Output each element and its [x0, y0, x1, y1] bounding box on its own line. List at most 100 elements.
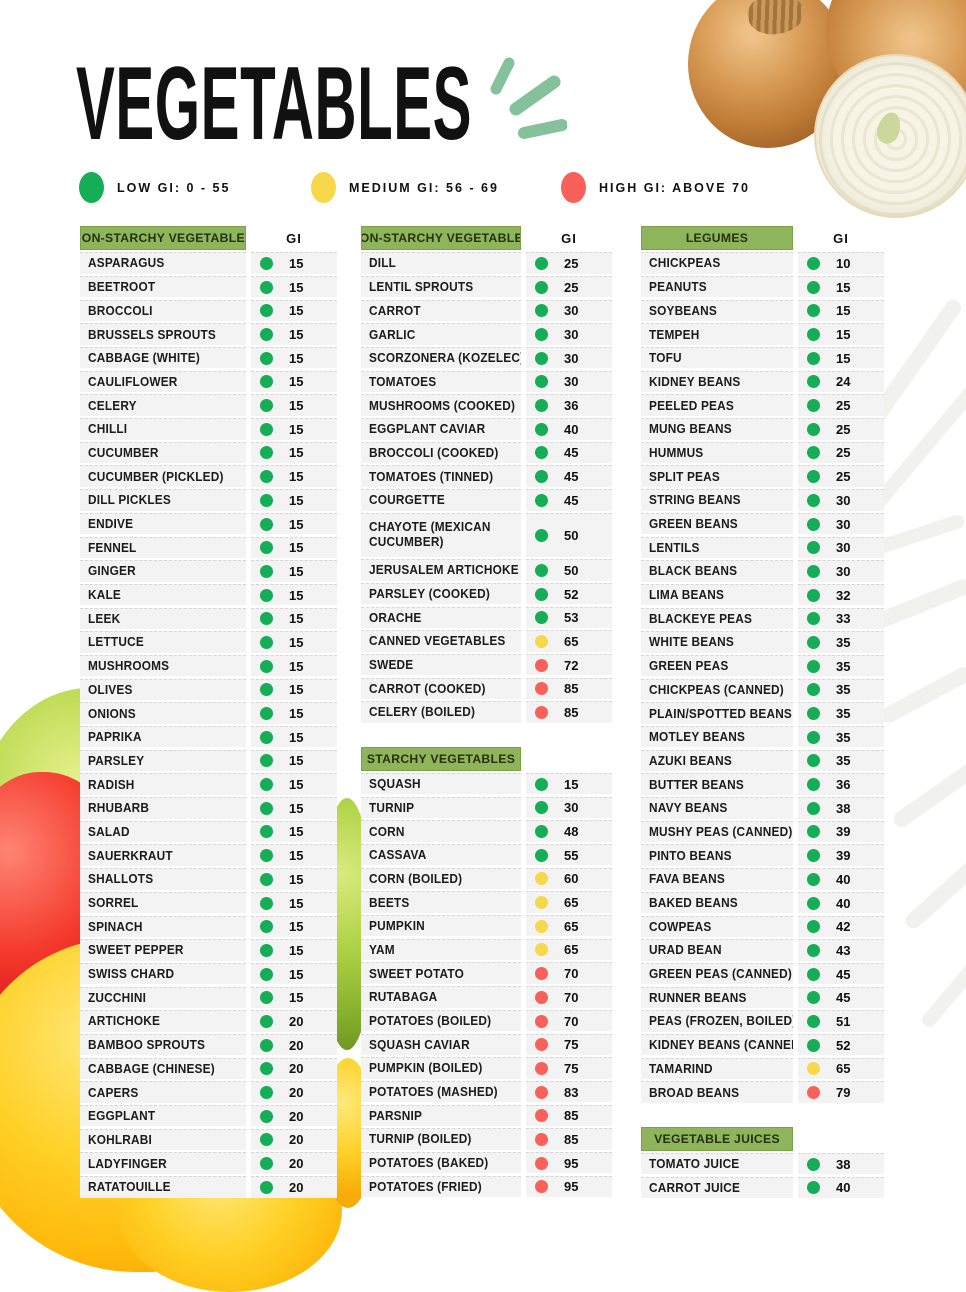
table-header-row: LEGUMES GI — [641, 226, 884, 250]
row-name-cell: FENNEL — [80, 536, 246, 558]
row-gi-cell: 15 — [251, 489, 337, 511]
table-header: NON-STARCHY VEGETABLES — [80, 226, 246, 250]
row-gi-cell: 35 — [798, 726, 884, 748]
row-name-cell: SOYBEANS — [641, 299, 793, 322]
row-name: CHILLI — [88, 422, 128, 437]
table-row: BAKED BEANS 40 — [641, 891, 884, 914]
low-gi-dot-icon — [535, 351, 548, 365]
row-gi-cell: 30 — [798, 512, 884, 535]
low-gi-dot-icon — [807, 707, 820, 721]
row-name: CUCUMBER (PICKLED) — [88, 469, 224, 484]
row-name-cell: PUMPKIN — [361, 915, 521, 937]
gi-value: 30 — [564, 303, 579, 319]
table-row: CHILLI 15 — [80, 418, 337, 440]
table-row: EGGPLANT 20 — [80, 1105, 337, 1127]
gi-value: 15 — [289, 990, 304, 1006]
row-name: ASPARAGUS — [88, 256, 165, 271]
gi-value: 20 — [289, 1037, 304, 1053]
gi-value: 15 — [836, 350, 851, 366]
table-row: LADYFINGER 20 — [80, 1152, 337, 1174]
row-name-cell: RUTABAGA — [361, 986, 521, 1008]
row-name-cell: AZUKI BEANS — [641, 749, 793, 772]
row-name-cell: MOTLEY BEANS — [641, 726, 793, 748]
low-gi-dot-icon — [260, 375, 273, 389]
row-name: BROCCOLI — [88, 303, 153, 318]
table-row: BAMBOO SPROUTS 20 — [80, 1033, 337, 1056]
row-name: CELERY (BOILED) — [369, 705, 476, 720]
gi-value: 15 — [836, 327, 851, 343]
row-name-cell: KIDNEY BEANS — [641, 370, 793, 393]
row-name-cell: BROCCOLI (COOKED) — [361, 441, 521, 464]
row-name-cell: STRING BEANS — [641, 489, 793, 511]
row-name: ONIONS — [88, 706, 136, 721]
table-row: LIMA BEANS 32 — [641, 583, 884, 606]
row-gi-cell: 30 — [798, 536, 884, 558]
table-row: STRING BEANS 30 — [641, 489, 884, 511]
low-gi-dot-icon — [535, 825, 548, 839]
row-name-cell: BEETROOT — [80, 275, 246, 298]
row-gi-cell: 55 — [526, 844, 612, 866]
row-gi-cell: 52 — [526, 582, 612, 605]
low-gi-dot-icon — [807, 399, 820, 413]
row-gi-cell: 20 — [251, 1176, 337, 1198]
row-name: KALE — [88, 588, 121, 603]
row-name: PUMPKIN — [369, 919, 425, 934]
gi-value: 25 — [836, 445, 851, 461]
table-row: CABBAGE (CHINESE) 20 — [80, 1057, 337, 1080]
low-gi-dot-icon — [260, 730, 273, 744]
table-row: CELERY 15 — [80, 394, 337, 416]
row-name-cell: CORN — [361, 820, 521, 842]
table-row: RATATOUILLE 20 — [80, 1176, 337, 1198]
low-gi-dot-icon — [807, 304, 820, 318]
low-gi-dot-icon — [807, 730, 820, 744]
medium-gi-dot-icon — [807, 1062, 820, 1076]
gi-value: 65 — [564, 942, 579, 958]
row-gi-cell: 53 — [526, 606, 612, 628]
table-row: POTATOES (BOILED) 70 — [361, 1009, 612, 1032]
gi-column-label — [526, 747, 612, 771]
table-row: SPINACH 15 — [80, 915, 337, 937]
table-row: BROAD BEANS 79 — [641, 1081, 884, 1103]
gi-value: 55 — [564, 847, 579, 863]
low-gi-dot-icon — [807, 1014, 820, 1028]
low-gi-dot-icon — [535, 375, 548, 389]
row-name-cell: TOMATOES — [361, 370, 521, 393]
row-gi-cell: 15 — [251, 962, 337, 985]
row-gi-cell: 10 — [798, 252, 884, 274]
row-gi-cell: 30 — [526, 796, 612, 819]
low-gi-dot-icon — [260, 328, 273, 342]
table-row: SORREL 15 — [80, 891, 337, 914]
low-gi-dot-icon — [535, 280, 548, 294]
table-row: POTATOES (FRIED) 95 — [361, 1175, 612, 1198]
row-name: LIMA BEANS — [649, 588, 725, 603]
table-row: SWEET PEPPER 15 — [80, 939, 337, 961]
row-name: CHICKPEAS — [649, 256, 721, 271]
row-name: BEETROOT — [88, 280, 156, 295]
gi-value: 30 — [836, 516, 851, 532]
row-name-cell: PARSLEY — [80, 749, 246, 772]
row-name: DILL PICKLES — [88, 493, 171, 508]
row-name-cell: TOFU — [641, 347, 793, 369]
medium-gi-dot-icon — [311, 172, 336, 203]
low-gi-dot-icon — [260, 564, 273, 578]
medium-gi-dot-icon — [535, 943, 548, 957]
table-row: DILL 25 — [361, 252, 612, 274]
low-gi-dot-icon — [260, 754, 273, 768]
row-name-cell: LEEK — [80, 607, 246, 629]
table-row: DILL PICKLES 15 — [80, 489, 337, 511]
low-gi-dot-icon — [535, 801, 548, 815]
table-row: SCORZONERA (KOZELEC) 30 — [361, 347, 612, 369]
row-name: HUMMUS — [649, 445, 704, 460]
row-name-cell: BRUSSELS SPROUTS — [80, 323, 246, 345]
table-row: ARTICHOKE 20 — [80, 1010, 337, 1032]
row-name-cell: MUSHROOMS — [80, 654, 246, 677]
row-name: TURNIP — [369, 800, 415, 815]
row-name-cell: NAVY BEANS — [641, 797, 793, 819]
table-row: ASPARAGUS 15 — [80, 252, 337, 274]
row-name-cell: BAMBOO SPROUTS — [80, 1033, 246, 1056]
row-gi-cell: 45 — [798, 962, 884, 985]
gi-value: 10 — [836, 255, 851, 271]
gi-value: 45 — [836, 966, 851, 982]
row-name-cell: POTATOES (BOILED) — [361, 1009, 521, 1032]
row-name-cell: CAPERS — [80, 1081, 246, 1103]
